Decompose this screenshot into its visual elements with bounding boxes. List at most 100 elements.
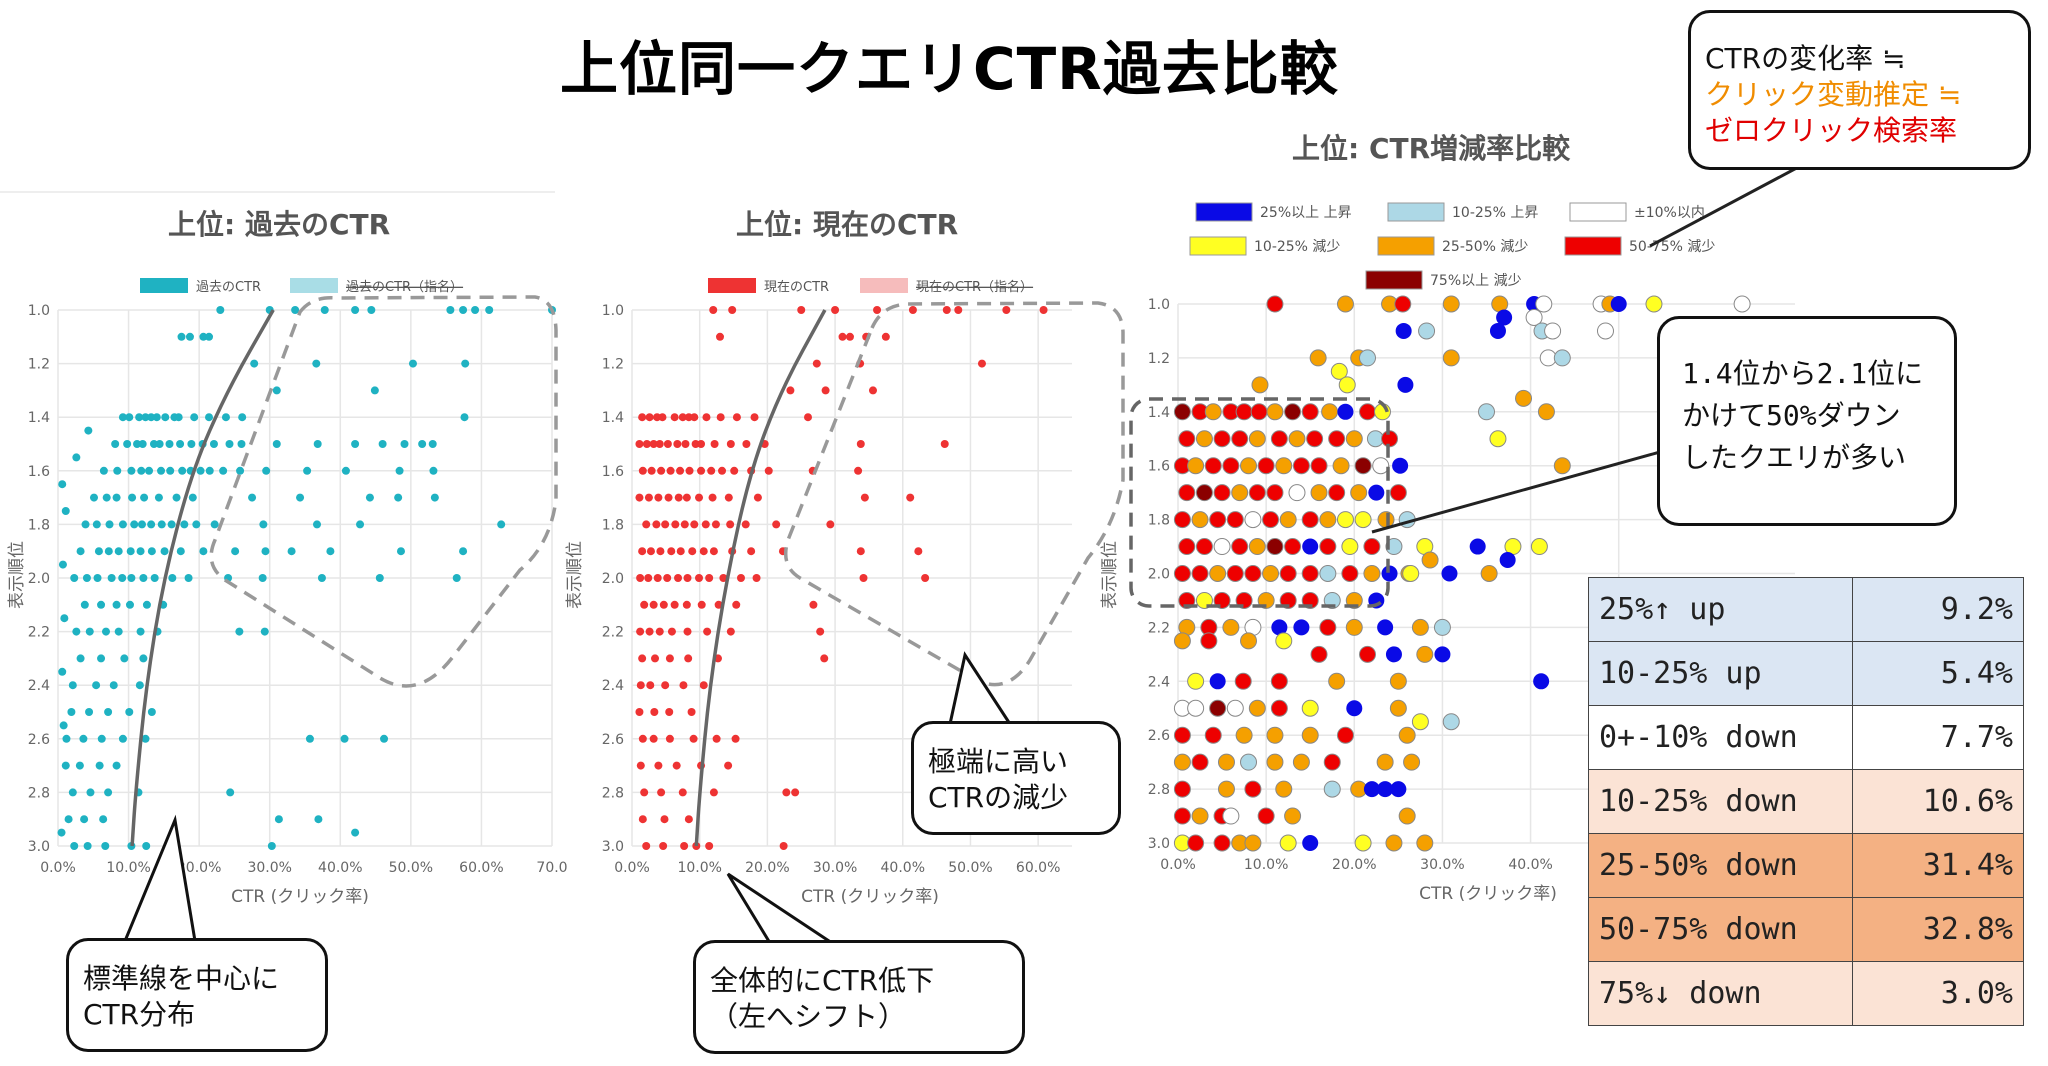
legend-swatch[interactable]	[1189, 236, 1247, 256]
legend-swatch[interactable]	[290, 278, 338, 293]
data-point	[791, 788, 800, 797]
legend-swatch[interactable]	[1564, 236, 1622, 256]
overall-decline-callout: 全体的にCTR低下 （左へシフト）	[693, 940, 1025, 1054]
legend-label[interactable]: 現在のCTR	[764, 280, 829, 295]
data-point	[67, 708, 76, 716]
drop-rank-pointer	[1371, 450, 1661, 534]
data-point	[125, 600, 134, 609]
data-point	[1319, 618, 1337, 636]
data-point	[1363, 565, 1381, 582]
data-point	[678, 413, 687, 422]
data-point	[142, 600, 151, 609]
data-point	[1469, 538, 1486, 555]
data-point	[1204, 726, 1222, 744]
x-tick-label: 30.0%	[1420, 857, 1464, 873]
data-point	[821, 386, 830, 395]
legend-swatch[interactable]	[1387, 202, 1445, 222]
data-point	[1292, 457, 1310, 475]
stat-value: 32.8%	[1852, 897, 2024, 962]
annotation-overlays	[123, 161, 1807, 945]
data-point	[678, 788, 687, 797]
data-point	[708, 493, 717, 502]
legend-label[interactable]: 25%以上 上昇	[1260, 205, 1352, 221]
legend-label[interactable]: 現在のCTR（指名）	[916, 279, 1033, 295]
stat-row: 10-25% down 10.6%	[1588, 769, 2024, 834]
y-tick-label: 2.2	[28, 625, 50, 641]
data-point	[1341, 565, 1359, 582]
legend-swatch[interactable]	[1377, 236, 1435, 256]
data-point	[680, 520, 689, 529]
data-point	[1478, 403, 1495, 421]
y-tick-label: 2.6	[28, 732, 50, 748]
legend-label[interactable]: 50-75% 減少	[1629, 238, 1715, 255]
y-tick-label: 2.8	[1148, 782, 1170, 798]
legend-swatch[interactable]	[1569, 202, 1627, 222]
data-point	[272, 440, 281, 448]
data-point	[1302, 538, 1319, 555]
data-point	[1480, 565, 1498, 582]
y-tick-label: 2.8	[602, 785, 624, 801]
data-point	[430, 493, 439, 502]
data-point	[671, 520, 680, 529]
legend-swatch[interactable]	[1195, 202, 1253, 222]
extreme-decline-text-1: 極端に高い	[928, 745, 1069, 778]
data-point	[1266, 484, 1284, 502]
legend-swatch[interactable]	[1365, 270, 1423, 290]
data-point	[61, 507, 70, 515]
data-point	[640, 600, 649, 609]
legend-label[interactable]: ±10%以内	[1634, 205, 1705, 221]
standard-line-tail	[123, 814, 197, 942]
legend-swatch[interactable]	[140, 278, 188, 293]
data-point	[707, 466, 716, 475]
data-point	[1173, 403, 1191, 421]
chart-title-past: 上位: 過去のCTR	[168, 208, 391, 241]
data-point	[1515, 389, 1533, 407]
data-point	[705, 574, 714, 582]
data-point	[400, 440, 409, 448]
y-tick-label: 1.8	[1148, 513, 1170, 529]
data-point	[741, 520, 750, 529]
legend-label[interactable]: 過去のCTR	[196, 280, 261, 295]
definition-pointer	[1649, 161, 1807, 248]
highlight-region-current	[784, 301, 1125, 687]
data-point	[663, 574, 672, 582]
legend-label[interactable]: 10-25% 上昇	[1452, 205, 1538, 221]
data-point	[701, 520, 710, 529]
data-point	[1284, 807, 1302, 825]
data-point	[461, 359, 470, 368]
data-point	[1251, 376, 1269, 394]
data-point	[225, 440, 234, 448]
data-point	[81, 520, 90, 529]
x-tick-label: 20.0%	[1332, 857, 1376, 873]
legend-label[interactable]: 10-25% 減少	[1254, 238, 1340, 255]
data-point	[856, 440, 865, 448]
legend-label[interactable]: 75%以上 減少	[1430, 272, 1522, 289]
legend-label[interactable]: 25-50% 減少	[1442, 238, 1528, 255]
data-point	[94, 547, 103, 556]
data-point	[138, 440, 147, 448]
data-point	[667, 627, 676, 636]
data-point	[485, 306, 494, 314]
data-point	[1337, 403, 1354, 420]
data-point	[764, 466, 773, 475]
data-point	[367, 306, 376, 314]
data-point	[645, 627, 654, 636]
y-tick-label: 2.0	[28, 571, 50, 587]
y-tick-label: 2.8	[28, 785, 50, 801]
legend-label[interactable]: 過去のCTR（指名）	[346, 279, 463, 295]
data-point	[673, 440, 682, 448]
data-point	[1235, 726, 1253, 744]
data-point	[649, 600, 658, 609]
stat-row: 25%↑ up 9.2%	[1588, 577, 2024, 642]
data-point	[176, 547, 185, 556]
highlight-region-past	[209, 295, 558, 688]
data-point	[235, 627, 244, 636]
data-point	[651, 654, 660, 663]
legend-swatch[interactable]	[708, 278, 756, 293]
data-point	[221, 413, 230, 422]
data-point	[1319, 538, 1337, 556]
data-point	[84, 426, 93, 435]
data-point	[1204, 403, 1222, 421]
legend-swatch[interactable]	[860, 278, 908, 293]
